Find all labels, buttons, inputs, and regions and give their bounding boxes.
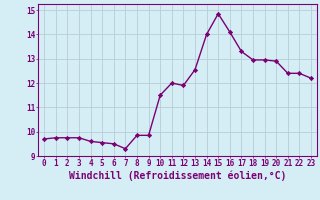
X-axis label: Windchill (Refroidissement éolien,°C): Windchill (Refroidissement éolien,°C) [69,171,286,181]
